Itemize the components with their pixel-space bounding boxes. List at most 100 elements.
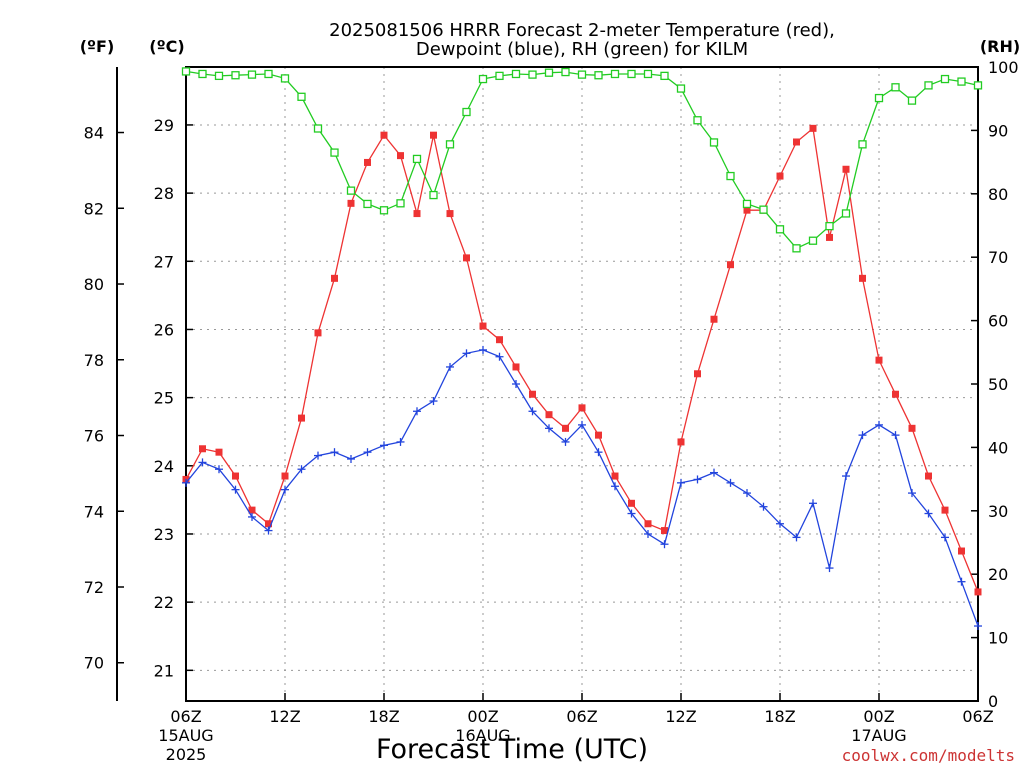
dewpoint-point: [528, 407, 537, 416]
dewpoint-point: [495, 352, 504, 361]
x-tick-label: 06Z: [170, 707, 201, 726]
rh-point: [462, 107, 471, 117]
dewpoint-point: [908, 489, 916, 498]
chart-title-line1: 2025081506 HRRR Forecast 2-meter Tempera…: [329, 20, 835, 41]
dewpoint-point: [396, 437, 405, 446]
temperature-point: [463, 254, 470, 262]
dewpoint-point: [413, 407, 421, 416]
temperature-point: [644, 520, 652, 528]
dewpoint-point: [825, 564, 834, 573]
temperature-point: [496, 336, 503, 344]
temperature-point: [199, 445, 206, 453]
x-tick-label: 12Z: [269, 707, 300, 726]
rh-point: [544, 68, 554, 77]
dewpoint-point: [924, 509, 933, 518]
rh-point: [511, 69, 521, 79]
dewpoint-point: [297, 465, 306, 474]
temperature-point: [842, 165, 850, 173]
dewpoint-point: [281, 485, 289, 494]
rh-point: [924, 81, 933, 90]
x-tick-label: 06Z: [566, 707, 597, 726]
fahrenheit-tick-label: 84: [84, 124, 104, 143]
rh-point: [907, 96, 917, 105]
fahrenheit-unit-label: (ºF): [80, 37, 115, 56]
temperature-point: [364, 158, 371, 166]
dewpoint-point: [314, 451, 322, 460]
rh-point: [396, 199, 405, 208]
rh-point: [594, 71, 603, 80]
rh-point: [330, 148, 339, 157]
rh-point: [759, 205, 768, 214]
dewpoint-point: [446, 362, 454, 371]
temperature-point: [694, 370, 701, 378]
rh-point: [313, 124, 323, 133]
fahrenheit-tick-label: 70: [84, 654, 104, 673]
dewpoint-point: [231, 485, 240, 494]
rh-point: [214, 71, 224, 81]
rh-point: [198, 69, 207, 79]
dewpoint-point: [594, 448, 603, 457]
dewpoint-point: [347, 454, 355, 463]
temperature-point: [958, 547, 965, 555]
rh-tick-label: 50: [988, 375, 1008, 394]
rh-point: [478, 74, 488, 84]
rh-point: [231, 71, 240, 80]
temperature-point: [479, 322, 487, 330]
dewpoint-point: [561, 437, 570, 446]
celsius-tick-label: 23: [154, 525, 174, 544]
temperature-point: [875, 356, 883, 364]
rh-point: [742, 199, 752, 209]
x-tick-label: 00Z: [863, 707, 894, 726]
dewpoint-point: [677, 478, 685, 487]
dewpoint-point: [215, 465, 223, 474]
dewpoint-point: [248, 512, 256, 521]
rh-point: [726, 171, 735, 181]
dewpoint-point: [578, 420, 586, 429]
temperature-point: [562, 424, 569, 432]
axes: [116, 66, 979, 702]
rh-point: [627, 69, 636, 79]
rh-point: [643, 69, 653, 79]
rh-point: [445, 140, 455, 149]
x-tick-label: 18Z: [368, 707, 399, 726]
temperature-point: [529, 390, 536, 398]
rh-point: [363, 199, 372, 209]
fahrenheit-tick-label: 80: [84, 275, 104, 294]
temperature-point: [314, 329, 322, 337]
temperature-point: [413, 210, 421, 218]
temperature-point: [611, 472, 619, 480]
rh-point: [660, 71, 669, 81]
rh-point: [858, 140, 867, 149]
dewpoint-point: [545, 424, 553, 433]
rh-point: [297, 92, 306, 101]
rh-point: [874, 93, 884, 103]
x-tick-label: 18Z: [764, 707, 795, 726]
temperature-point: [925, 472, 932, 480]
fahrenheit-tick-label: 76: [84, 427, 104, 446]
dewpoint-point: [891, 431, 900, 440]
rh-tick-label: 30: [988, 502, 1008, 521]
celsius-tick-label: 22: [154, 593, 174, 612]
dewpoint-point: [429, 397, 438, 406]
rh-point: [495, 71, 504, 81]
celsius-unit-label: (ºC): [149, 37, 184, 56]
dewpoint-point: [363, 448, 372, 457]
rh-point: [280, 74, 290, 83]
dewpoint-point: [660, 540, 669, 549]
rh-point: [841, 209, 851, 218]
x-tick-date-label: 16AUG: [455, 726, 510, 745]
rh-point: [709, 138, 719, 147]
temperature-point: [743, 206, 751, 214]
dewpoint-point: [182, 478, 190, 487]
rh-point: [693, 116, 702, 125]
dewpoint-point: [693, 475, 702, 484]
x-tick-date-label: 15AUG: [158, 726, 213, 745]
rh-point: [825, 221, 834, 231]
rh-tick-label: 10: [988, 629, 1008, 648]
dewpoint-point: [611, 482, 619, 491]
temperature-point: [710, 315, 718, 323]
temperature-point: [826, 233, 833, 241]
dewpoint-point: [974, 622, 982, 631]
dewpoint-point: [743, 489, 751, 498]
